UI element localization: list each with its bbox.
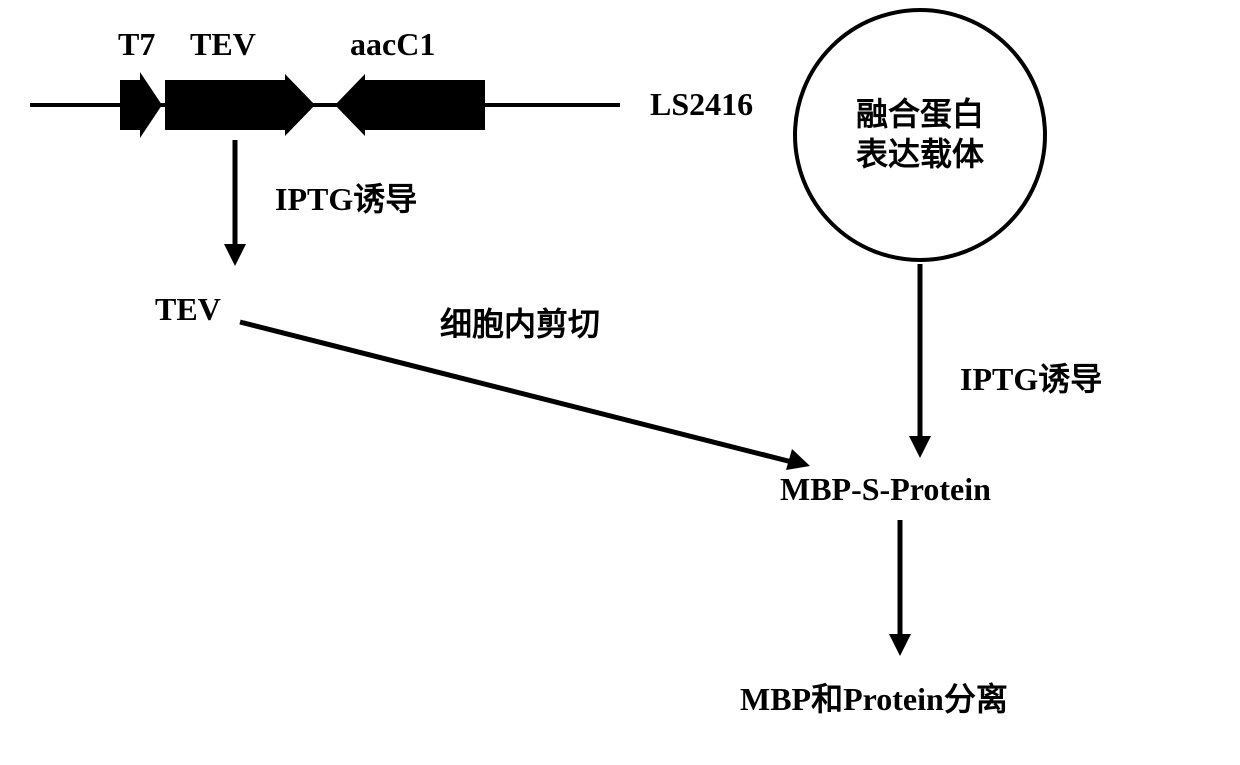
- tev-gene-label: TEV: [190, 26, 256, 62]
- ls2416-label: LS2416: [650, 86, 753, 122]
- vector-label-line1: 融合蛋白: [856, 96, 984, 132]
- cleavage-label: 细胞内剪切: [440, 306, 600, 342]
- iptg-left-arrow: [224, 140, 246, 266]
- t7-label: T7: [118, 26, 155, 62]
- mbp-s-protein-label: MBP-S-Protein: [780, 471, 991, 507]
- cleavage-arrow: [240, 322, 810, 470]
- iptg-right-label: IPTG诱导: [960, 361, 1102, 397]
- aacc1-label: aacC1: [350, 26, 435, 62]
- diagram-canvas: T7 TEV aacC1 LS2416 融合蛋白 表达载体 IPTG诱导 TEV…: [0, 0, 1240, 765]
- iptg-right-arrow: [909, 264, 931, 458]
- separation-arrow: [889, 520, 911, 656]
- aacc1-gene-arrow: [335, 74, 485, 136]
- final-separation-label: MBP和Protein分离: [740, 681, 1008, 717]
- t7-promoter-arrow: [120, 72, 162, 138]
- expression-vector-circle: [795, 10, 1045, 260]
- tev-protein-label: TEV: [155, 291, 221, 327]
- tev-gene-arrow: [165, 74, 315, 136]
- iptg-left-label: IPTG诱导: [275, 181, 417, 217]
- vector-label-line2: 表达载体: [856, 136, 984, 172]
